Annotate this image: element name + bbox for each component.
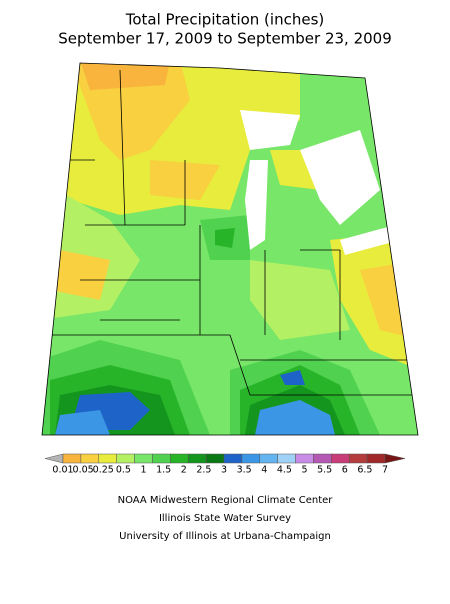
legend-label: 4 <box>261 465 267 476</box>
legend-arrow <box>44 453 64 464</box>
legend-swatch <box>170 453 189 464</box>
legend-label: 6 <box>342 465 348 476</box>
legend-swatch <box>313 453 332 464</box>
legend-label: 2.5 <box>196 465 211 476</box>
legend-label: 1.5 <box>156 465 171 476</box>
legend-swatch <box>366 453 386 464</box>
legend-swatch <box>348 453 368 464</box>
map <box>42 63 418 435</box>
legend-swatch <box>134 453 153 464</box>
legend-swatch <box>116 453 135 464</box>
legend: 0.010.050.25 0.5 1 1.5 2 2.5 3 3.5 4 4.5 5 5.5 6 6.5 7 <box>44 453 406 476</box>
legend-swatch <box>259 453 278 464</box>
legend-arrow <box>384 453 406 464</box>
legend-label: 0.05 <box>73 465 94 476</box>
legend-swatch <box>331 453 350 464</box>
legend-label: 3.5 <box>237 465 252 476</box>
credit: University of Illinois at Urbana-Champai… <box>119 531 331 542</box>
legend-swatch <box>295 453 314 464</box>
legend-swatch <box>205 453 225 464</box>
credit: NOAA Midwestern Regional Climate Center <box>118 495 334 506</box>
legend-swatch <box>152 453 171 464</box>
subtitle: September 17, 2009 to September 23, 2009 <box>58 30 392 48</box>
legend-swatch <box>62 453 82 464</box>
legend-label: 1 <box>140 465 146 476</box>
legend-label: 7 <box>382 465 388 476</box>
map-border <box>41 62 419 436</box>
legend-label: 0.25 <box>93 465 114 476</box>
legend-swatch <box>98 453 117 464</box>
legend-swatch <box>277 453 296 464</box>
legend-label: 2 <box>181 465 187 476</box>
legend-label: 0.01 <box>52 465 73 476</box>
legend-label: 4.5 <box>277 465 292 476</box>
legend-label: 5.5 <box>317 465 332 476</box>
legend-swatch <box>187 453 207 464</box>
legend-label: 3 <box>221 465 227 476</box>
title: Total Precipitation (inches) <box>125 11 325 29</box>
legend-swatch <box>223 453 243 464</box>
legend-swatch <box>80 453 100 464</box>
legend-label: 6.5 <box>357 465 372 476</box>
legend-label: 0.5 <box>116 465 131 476</box>
credit: Illinois State Water Survey <box>159 513 291 524</box>
legend-swatch <box>241 453 261 464</box>
legend-label: 5 <box>301 465 307 476</box>
